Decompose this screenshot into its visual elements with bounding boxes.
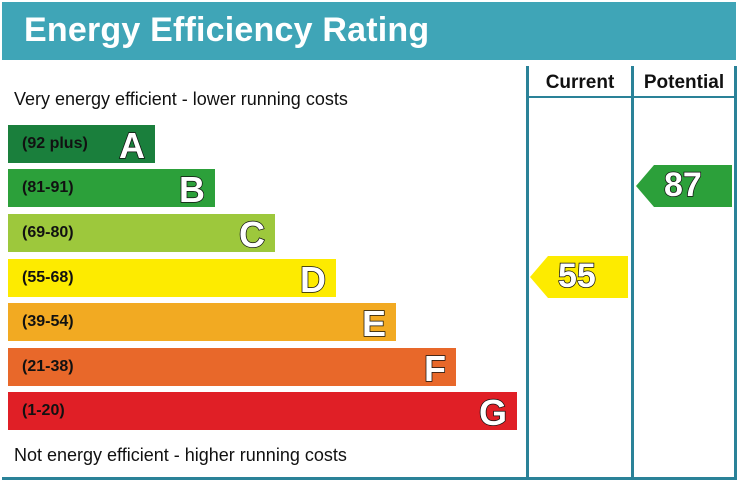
band-letter: B [178, 168, 206, 211]
divider [527, 96, 736, 98]
band-a: (92 plus) A [8, 124, 155, 167]
potential-rating-arrow: 87 [636, 165, 732, 207]
band-b: (81-91) B [8, 168, 215, 211]
chart-title: Energy Efficiency Rating [24, 11, 430, 49]
band-range: (39-54) [22, 313, 74, 330]
band-letter: F [423, 347, 447, 390]
divider [631, 66, 634, 480]
current-rating-value: 55 [557, 256, 596, 296]
band-letter: D [299, 258, 327, 301]
divider [2, 477, 736, 480]
divider [734, 66, 737, 480]
band-range: (92 plus) [22, 135, 88, 152]
band-e: (39-54) E [8, 302, 396, 345]
band-g: (1-20) G [8, 391, 517, 434]
band-f: (21-38) F [8, 347, 456, 390]
band-d: (55-68) D [8, 258, 336, 301]
band-letter: A [118, 124, 146, 167]
band-letter: G [478, 391, 508, 434]
band-range: (81-91) [22, 179, 74, 196]
bottom-note: Not energy efficient - higher running co… [14, 445, 347, 465]
potential-rating-value: 87 [663, 165, 702, 205]
current-rating-arrow: 55 [530, 256, 628, 298]
band-letter: E [361, 302, 387, 345]
band-range: (21-38) [22, 358, 74, 375]
band-range: (1-20) [22, 402, 65, 419]
top-note: Very energy efficient - lower running co… [14, 89, 348, 109]
band-letter: C [238, 213, 266, 256]
band-range: (55-68) [22, 269, 74, 286]
potential-column-header: Potential [643, 72, 725, 93]
band-range: (69-80) [22, 224, 74, 241]
header-bar: Energy Efficiency Rating [2, 2, 736, 60]
current-column-header: Current [545, 72, 615, 93]
band-c: (69-80) C [8, 213, 275, 256]
divider [526, 66, 529, 480]
